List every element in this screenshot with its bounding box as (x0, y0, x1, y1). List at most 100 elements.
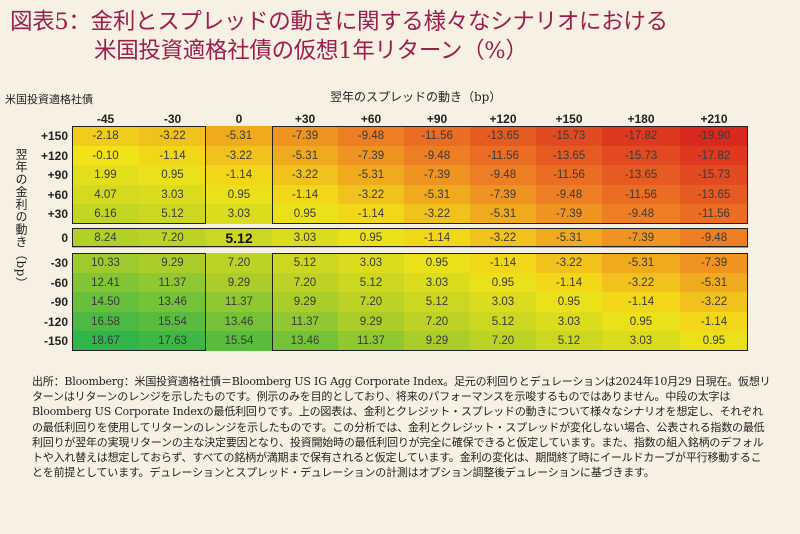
heatmap-cell: 5.12 (139, 204, 206, 224)
heatmap-cell: -7.39 (470, 184, 536, 205)
heatmap-cell: 16.58 (72, 311, 139, 332)
heatmap-cell: -5.31 (470, 204, 536, 224)
heatmap-cell: -11.56 (680, 204, 748, 224)
heatmap-cell: 14.50 (72, 292, 139, 312)
heatmap-cell: -9.48 (470, 165, 536, 185)
column-header: +30 (294, 112, 316, 126)
heatmap-cell: -1.14 (536, 272, 602, 293)
heatmap-cell: 7.20 (272, 272, 338, 293)
heatmap-cell: -1.14 (602, 292, 680, 312)
index-label: 米国投資適格社債 (5, 93, 93, 106)
heatmap-cell: 0.95 (338, 227, 404, 248)
heatmap-cell: 0.95 (680, 331, 748, 351)
row-header: +90 (47, 168, 68, 182)
heatmap-cell: 5.12 (272, 253, 338, 273)
heatmap-cell: -3.22 (404, 204, 470, 224)
column-header: -30 (163, 112, 182, 126)
chart-title-line1: 図表5：金利とスプレッドの動きに関する様々なシナリオにおける (10, 9, 668, 35)
heatmap-cell: -9.48 (338, 126, 404, 146)
column-header: +180 (627, 112, 655, 126)
heatmap-cell: -11.56 (602, 184, 680, 205)
heatmap-cell: -13.65 (602, 165, 680, 185)
row-header: -60 (50, 275, 68, 290)
row-header: -90 (50, 295, 68, 309)
heatmap-cell: -5.31 (536, 227, 602, 248)
heatmap-cell: 3.03 (206, 204, 272, 224)
heatmap-cell: -17.82 (602, 126, 680, 146)
heatmap-cell: -5.31 (272, 145, 338, 166)
heatmap-cell: 0.95 (404, 253, 470, 273)
column-header: 0 (235, 112, 243, 126)
heatmap-cell: 9.29 (206, 272, 272, 293)
heatmap-cell: 3.03 (536, 311, 602, 332)
heatmap-cell: 3.03 (272, 227, 338, 248)
y-axis-title: 翌年の金利の動き（bp） (14, 148, 28, 290)
heatmap-cell: -5.31 (680, 272, 748, 293)
heatmap-cell: 15.54 (139, 311, 206, 332)
heatmap-cell: 9.29 (272, 292, 338, 312)
heatmap-cell: 3.03 (338, 253, 404, 273)
heatmap-cell: 7.20 (470, 331, 536, 351)
heatmap-cell: -1.14 (272, 184, 338, 205)
heatmap-cell: 0.95 (272, 204, 338, 224)
heatmap-cell: -17.82 (680, 145, 748, 166)
heatmap-cell: -3.22 (536, 253, 602, 273)
heatmap-cell: 3.03 (602, 331, 680, 351)
heatmap-cell: -9.48 (404, 145, 470, 166)
heatmap-cell: -3.22 (680, 292, 748, 312)
heatmap-cell: 13.46 (206, 311, 272, 332)
heatmap-cell: -13.65 (680, 184, 748, 205)
heatmap-cell: 15.54 (206, 331, 272, 351)
chart-title-line2: 米国投資適格社債の仮想1年リターン（%） (94, 38, 528, 64)
heatmap-cell: -1.14 (470, 253, 536, 273)
heatmap-cell: -1.14 (206, 165, 272, 185)
x-axis-title: 翌年のスプレッドの動き（bp） (330, 90, 502, 104)
heatmap-cell: -15.73 (536, 126, 602, 146)
row-header: +150 (40, 129, 68, 143)
heatmap-cell: -9.48 (602, 204, 680, 224)
heatmap-cell: 1.99 (72, 165, 139, 185)
heatmap-cell: 0.95 (602, 311, 680, 332)
heatmap-cell: -7.39 (680, 253, 748, 273)
heatmap-cell: 5.12 (338, 272, 404, 293)
row-header: +60 (47, 187, 68, 202)
heatmap-cell: 7.20 (206, 253, 272, 273)
heatmap-cell: 11.37 (272, 311, 338, 332)
row-header: +30 (47, 207, 68, 221)
heatmap-cell: 7.20 (404, 311, 470, 332)
heatmap-cell: 10.33 (72, 253, 139, 273)
heatmap-cell: -7.39 (338, 145, 404, 166)
column-header: -45 (96, 112, 115, 126)
heatmap-cell: -5.31 (206, 126, 272, 146)
row-header: -120 (43, 314, 68, 329)
heatmap-cell: -11.56 (404, 126, 470, 146)
heatmap-cell: -0.10 (72, 145, 139, 166)
heatmap-cell: -3.22 (206, 145, 272, 166)
heatmap-cell: 3.03 (404, 272, 470, 293)
row-header: +120 (40, 148, 68, 163)
heatmap-cell: -3.22 (602, 272, 680, 293)
heatmap-cell: 9.29 (404, 331, 470, 351)
heatmap-cell: 6.16 (72, 204, 139, 224)
heatmap-cell: -2.18 (72, 126, 139, 146)
heatmap-cell: 0.95 (536, 292, 602, 312)
heatmap-cell: 8.24 (72, 227, 139, 248)
heatmap-cell: 0.95 (470, 272, 536, 293)
row-header: 0 (61, 230, 68, 245)
column-header: +90 (426, 112, 448, 126)
heatmap-cell: -1.14 (680, 311, 748, 332)
heatmap-cell: 7.20 (338, 292, 404, 312)
heatmap-cell: -19.90 (680, 126, 748, 146)
heatmap-cell: 17.63 (139, 331, 206, 351)
heatmap-cell: 11.37 (206, 292, 272, 312)
heatmap-cell: -5.31 (338, 165, 404, 185)
heatmap-cell: -9.48 (536, 184, 602, 205)
heatmap-cell: -7.39 (536, 204, 602, 224)
column-header: +150 (555, 112, 583, 126)
heatmap-cell: 18.67 (72, 331, 139, 351)
heatmap-cell: -13.65 (470, 126, 536, 146)
heatmap-cell: 3.03 (470, 292, 536, 312)
heatmap-cell: -15.73 (680, 165, 748, 185)
heatmap-cell: -3.22 (470, 227, 536, 248)
heatmap-cell: -7.39 (602, 227, 680, 248)
